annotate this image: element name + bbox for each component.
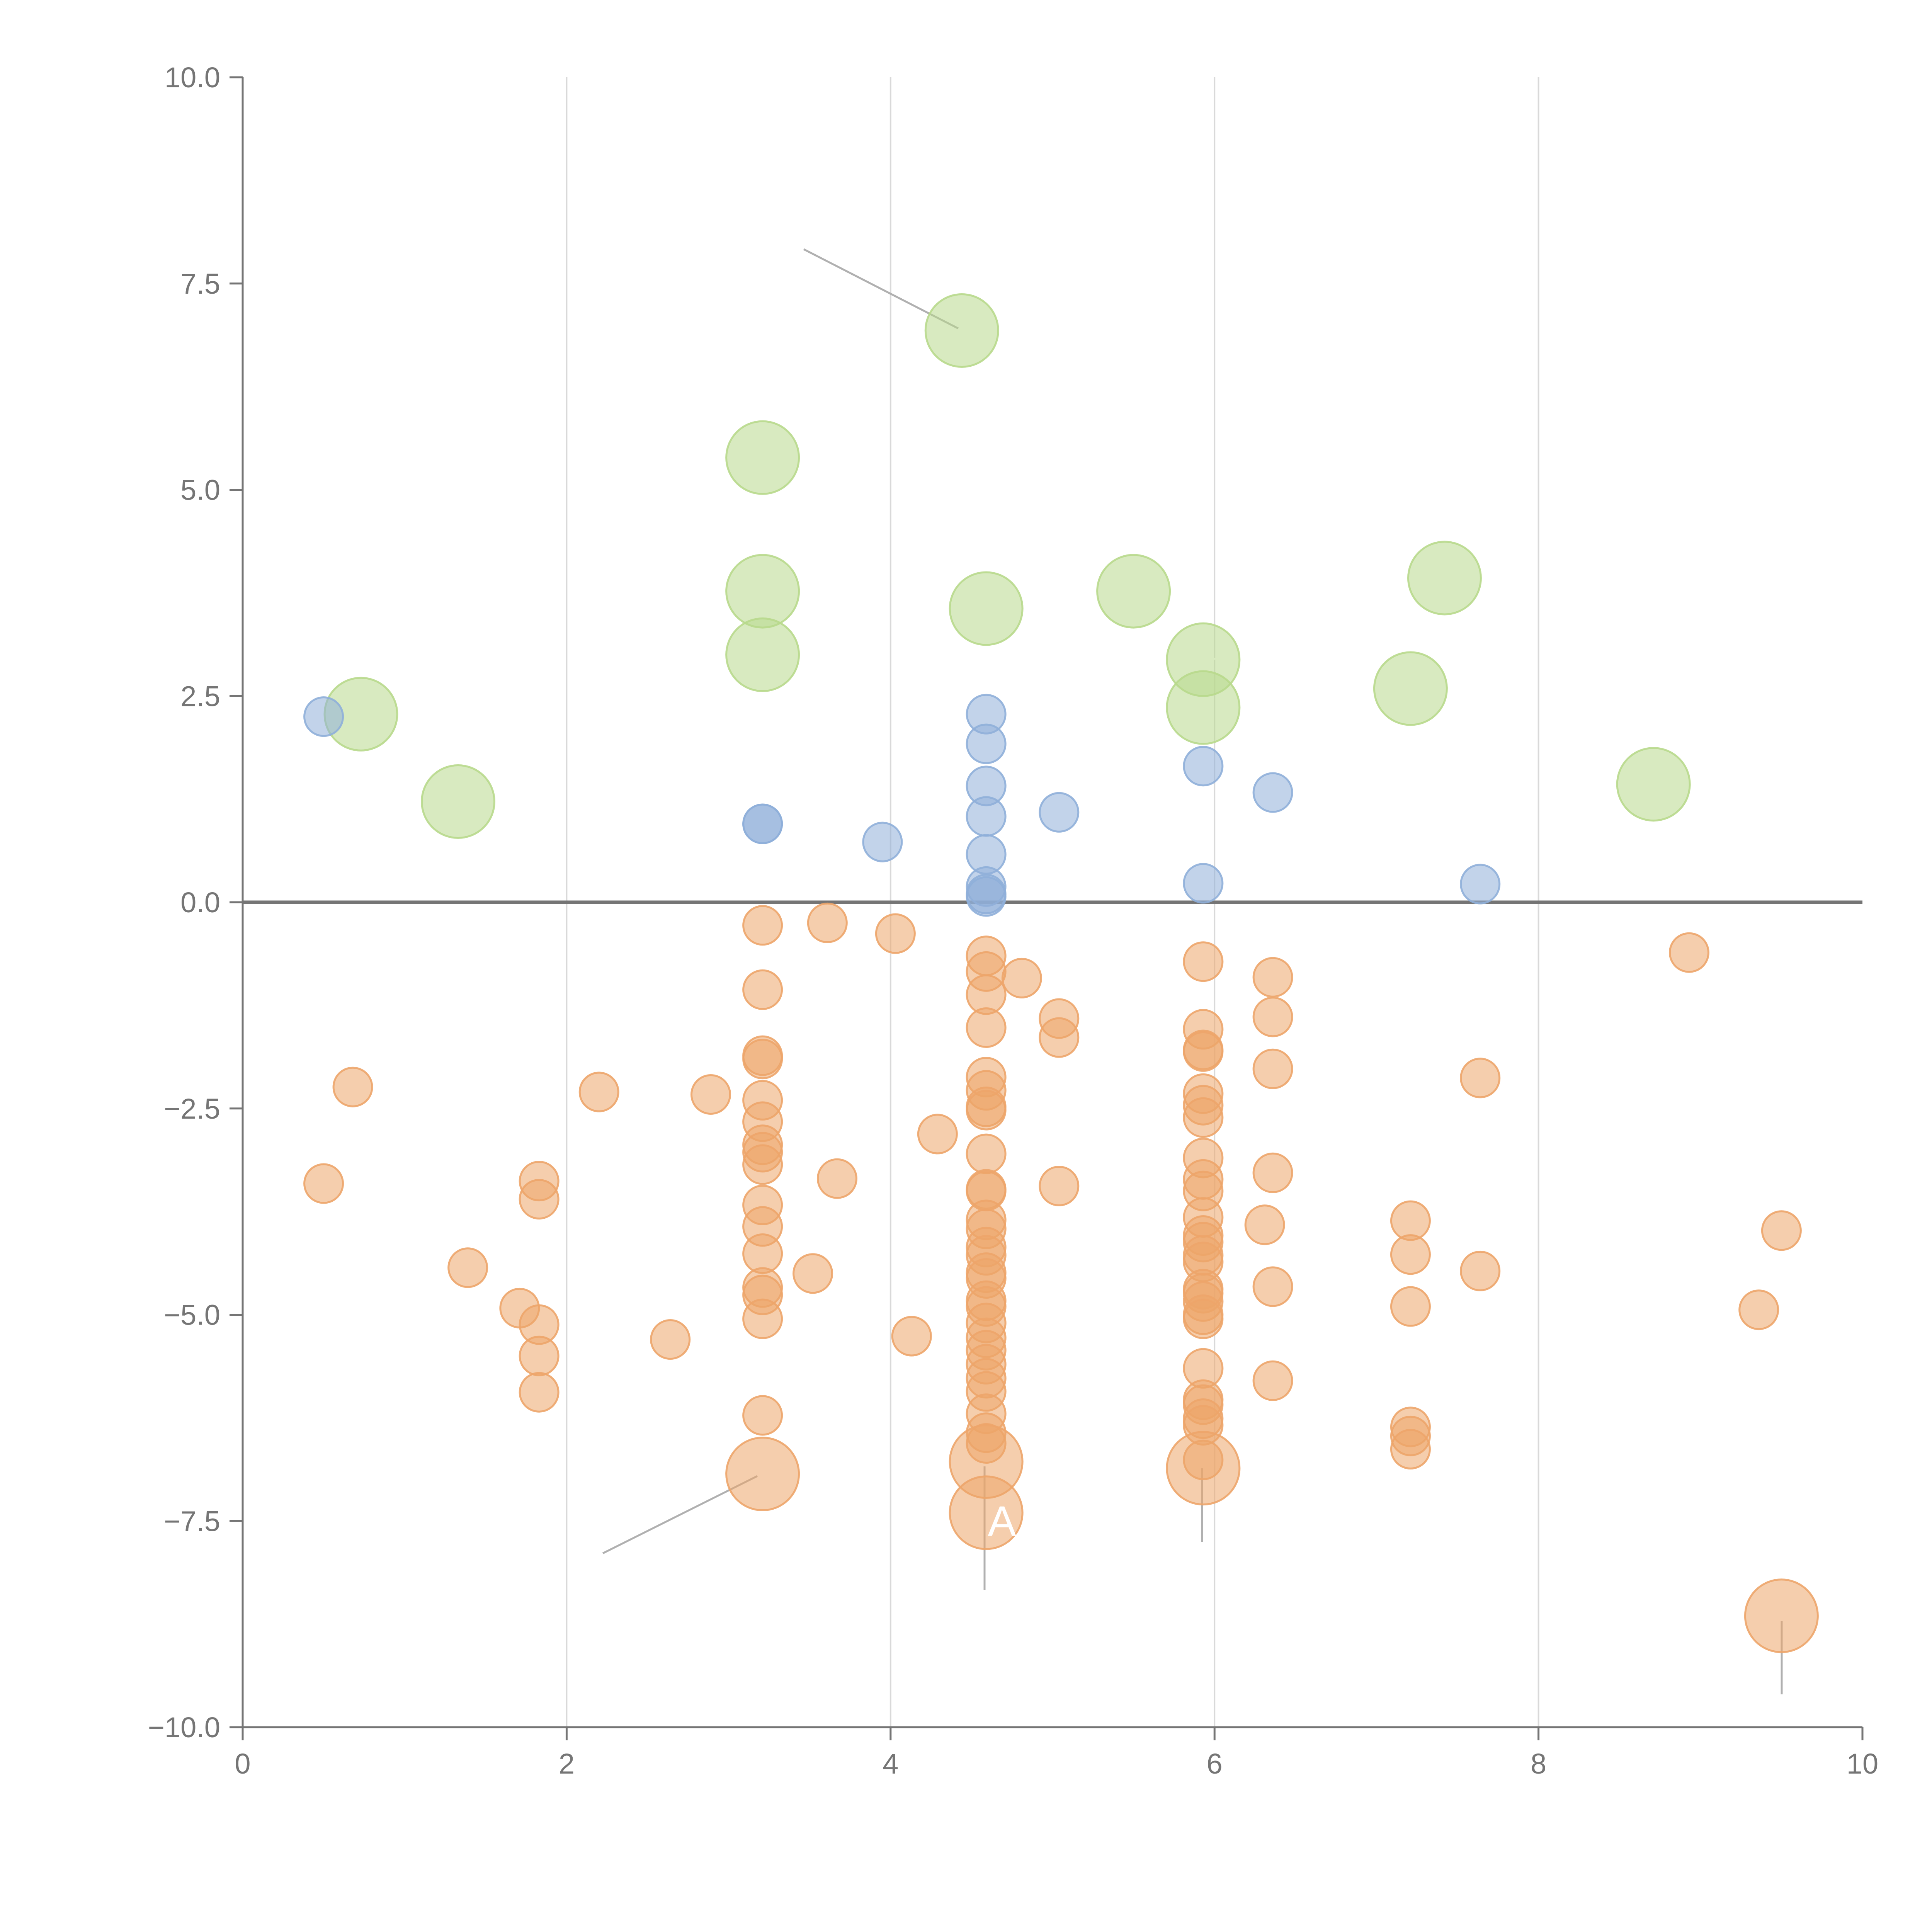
annotations: A — [988, 1497, 1016, 1545]
y-tick-label: 2.5 — [180, 680, 220, 712]
y-tick-label: −10.0 — [148, 1711, 220, 1743]
orange-small-point — [742, 1233, 783, 1274]
orange-large-point — [1744, 1578, 1819, 1653]
orange-small-point — [1183, 941, 1224, 982]
orange-small-point — [1244, 1204, 1285, 1245]
orange-small-point — [891, 1316, 932, 1357]
orange-small-point — [1738, 1289, 1779, 1330]
y-tick-label: −7.5 — [164, 1505, 220, 1537]
orange-small-point — [742, 1144, 783, 1185]
y-tick-label: 0.0 — [180, 886, 220, 918]
green-large-point — [924, 293, 999, 368]
y-tick-label: 10.0 — [165, 61, 220, 94]
orange-small-point — [1390, 1200, 1431, 1241]
orange-small-point — [816, 1158, 857, 1199]
data-points — [303, 293, 1819, 1653]
orange-small-point — [519, 1335, 560, 1376]
orange-small-point — [578, 1071, 619, 1112]
orange-small-point — [742, 969, 783, 1010]
orange-small-point — [1460, 1058, 1501, 1099]
x-tick-label: 6 — [1207, 1748, 1223, 1780]
green-large-point — [949, 571, 1024, 646]
blue-small-point — [966, 796, 1007, 837]
orange-small-point — [1252, 957, 1293, 998]
green-large-point — [1407, 541, 1482, 616]
orange-small-point — [519, 1179, 560, 1220]
annotation-label: A — [988, 1497, 1016, 1545]
orange-small-point — [1183, 1031, 1224, 1072]
blue-small-point — [303, 696, 344, 737]
orange-small-point — [650, 1319, 691, 1360]
y-tick-label: −5.0 — [164, 1299, 220, 1331]
orange-small-point — [1252, 997, 1293, 1037]
orange-small-point — [1252, 1048, 1293, 1089]
orange-small-point — [1252, 1266, 1293, 1307]
orange-small-point — [917, 1114, 958, 1155]
blue-small-point — [1252, 772, 1293, 813]
x-tick-label: 0 — [235, 1748, 250, 1780]
orange-small-point — [1183, 1298, 1224, 1339]
orange-small-point — [1390, 1429, 1431, 1470]
green-large-point — [1166, 670, 1241, 745]
orange-small-point — [1039, 1017, 1080, 1058]
x-tick-label: 2 — [559, 1748, 575, 1780]
orange-small-point — [1001, 957, 1042, 998]
x-tick-label: 10 — [1847, 1748, 1878, 1780]
axes: 0 2 4 6 8 10 10.0 7.5 5.0 2.5 0.0 −2.5 −5.0 −7.5 −10.0 — [148, 61, 1878, 1780]
orange-small-point — [742, 905, 783, 946]
orange-small-point — [1668, 932, 1709, 973]
blue-small-point — [966, 876, 1007, 917]
orange-small-point — [742, 1395, 783, 1436]
orange-small-point — [742, 1298, 783, 1339]
blue-small-point — [966, 723, 1007, 764]
x-tick-label: 4 — [883, 1748, 898, 1780]
orange-small-point — [966, 1007, 1007, 1048]
green-large-point — [1616, 747, 1691, 822]
y-tick-label: 5.0 — [180, 474, 220, 506]
orange-small-point — [690, 1074, 731, 1115]
orange-small-point — [447, 1247, 488, 1288]
orange-small-point — [875, 913, 916, 954]
orange-small-point — [303, 1163, 344, 1204]
orange-small-point — [1390, 1286, 1431, 1327]
orange-small-point — [742, 1039, 783, 1080]
green-large-point — [725, 617, 800, 692]
x-tick-label: 8 — [1531, 1748, 1546, 1780]
orange-small-point — [519, 1372, 560, 1413]
blue-small-point — [1460, 864, 1501, 905]
orange-small-point — [966, 1133, 1007, 1174]
orange-small-point — [1390, 1234, 1431, 1275]
blue-small-point — [1183, 863, 1224, 904]
orange-small-point — [966, 1090, 1007, 1131]
green-large-point — [725, 554, 800, 629]
orange-small-point — [793, 1253, 833, 1294]
blue-small-point — [862, 821, 903, 862]
orange-small-point — [1039, 1165, 1080, 1206]
green-large-point — [1096, 554, 1171, 629]
y-tick-label: −2.5 — [164, 1093, 220, 1125]
green-large-point — [725, 420, 800, 495]
green-large-point — [1373, 651, 1448, 726]
orange-large-point — [949, 1475, 1024, 1550]
leader-lines — [366, 248, 1783, 1694]
orange-large-point — [725, 1437, 800, 1512]
blue-small-point — [1039, 792, 1080, 833]
y-tick-label: 7.5 — [180, 268, 220, 300]
blue-small-point — [1183, 746, 1224, 787]
orange-small-point — [1252, 1360, 1293, 1401]
blue-small-point — [742, 803, 783, 844]
orange-small-point — [807, 902, 848, 943]
orange-small-point — [1761, 1210, 1802, 1251]
orange-small-point — [1252, 1152, 1293, 1193]
orange-small-point — [1183, 1097, 1224, 1138]
green-large-point — [421, 764, 496, 839]
orange-large-point — [1166, 1431, 1241, 1506]
orange-small-point — [1460, 1250, 1501, 1291]
orange-small-point — [332, 1066, 373, 1107]
